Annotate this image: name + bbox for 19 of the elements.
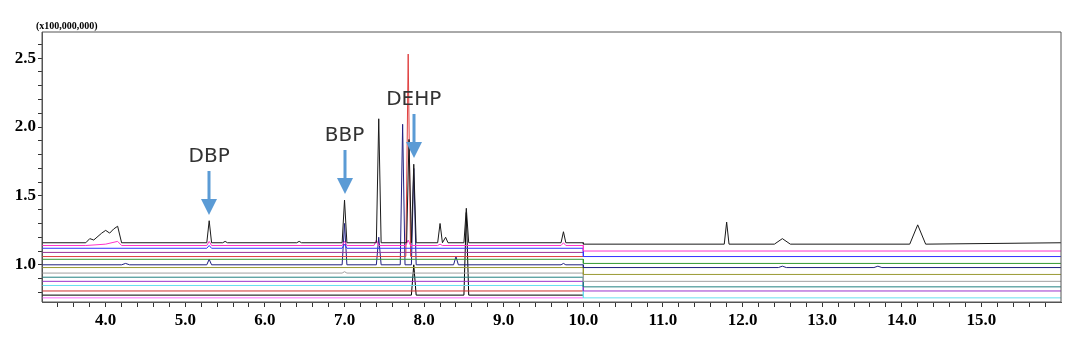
x-tick-label: 13.0 <box>807 309 838 329</box>
x-tick-label: 5.0 <box>174 309 196 329</box>
x-tick-label: 4.0 <box>95 309 117 329</box>
y-tick-label: 2.5 <box>14 47 36 67</box>
x-tick-label: 12.0 <box>727 309 758 329</box>
annotation: DBP <box>187 142 231 167</box>
y-tick-label: 2.0 <box>14 116 36 136</box>
y-axis-title: (x100,000,000) <box>36 19 98 32</box>
y-tick-label: 1.5 <box>14 185 36 205</box>
annotation: BBP <box>323 122 366 147</box>
x-tick-label: 10.0 <box>568 309 599 329</box>
y-tick-label: 1.0 <box>14 254 36 274</box>
x-tick-label: 14.0 <box>886 309 917 329</box>
x-tick-label: 9.0 <box>493 309 515 329</box>
x-tick-label: 11.0 <box>648 309 678 329</box>
x-tick-label: 15.0 <box>966 309 997 329</box>
x-tick-label: 8.0 <box>413 309 435 329</box>
x-tick-label: 7.0 <box>333 309 356 329</box>
x-tick-label: 6.0 <box>254 309 276 329</box>
